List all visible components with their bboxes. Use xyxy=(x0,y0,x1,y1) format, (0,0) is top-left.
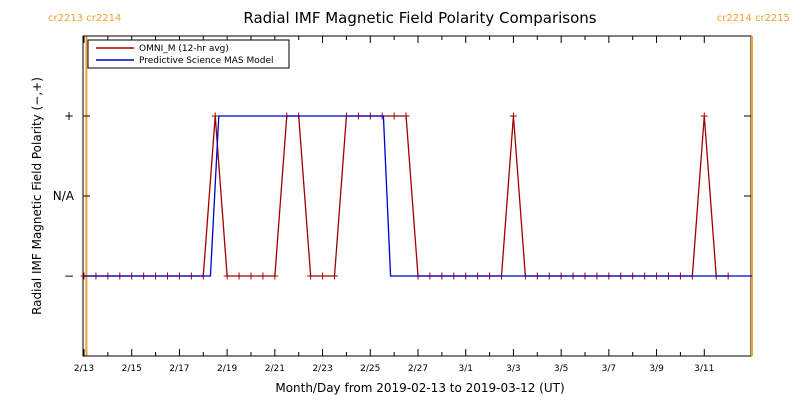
data-point-marker xyxy=(402,112,410,120)
legend-label-mas: Predictive Science MAS Model xyxy=(139,56,274,66)
x-tick-label: 2/23 xyxy=(312,364,332,374)
data-point-marker xyxy=(390,112,398,120)
series-line-0 xyxy=(84,115,729,277)
y-tick-label: − xyxy=(64,269,74,283)
cr-marker-lines xyxy=(85,36,753,356)
data-point-marker xyxy=(223,272,231,280)
series-layer xyxy=(80,112,752,280)
cr-right-label: cr2214 cr2215 xyxy=(717,13,790,24)
data-point-marker xyxy=(331,272,338,280)
x-tick-label: 3/9 xyxy=(649,364,664,374)
chart-title: Radial IMF Magnetic Field Polarity Compa… xyxy=(243,9,596,27)
data-point-marker xyxy=(319,272,327,280)
x-tick-label: 3/7 xyxy=(602,364,616,374)
series-line-1 xyxy=(84,115,752,277)
data-point-marker xyxy=(247,272,255,280)
data-point-marker xyxy=(259,272,267,280)
legend: OMNI_M (12-hr avg) Predictive Science MA… xyxy=(87,39,290,69)
x-tick-label: 2/21 xyxy=(265,364,285,374)
x-tick-label: 2/25 xyxy=(360,364,380,374)
plot-frame xyxy=(82,35,752,357)
x-tick-label: 3/11 xyxy=(694,364,714,374)
x-tick-label: 3/3 xyxy=(506,364,520,374)
x-tick-label: 2/19 xyxy=(217,364,237,374)
y-tick-label: + xyxy=(64,109,74,123)
data-point-marker xyxy=(700,112,708,120)
x-tick-label: 3/5 xyxy=(554,364,568,374)
data-point-marker xyxy=(307,272,315,280)
legend-box xyxy=(87,39,290,69)
x-tick-label: 2/17 xyxy=(169,364,189,374)
x-axis-ticks: 2/13 2/15 2/17 2/19 2/21 2/23 2/25 2/27 3/1 3/3 3/… xyxy=(74,36,714,374)
x-tick-label: 3/1 xyxy=(458,364,472,374)
y-tick-label: N/A xyxy=(53,189,75,203)
data-point-marker xyxy=(271,272,279,280)
y-axis-ticks: − N/A + xyxy=(53,35,751,357)
data-point-marker xyxy=(235,272,243,280)
x-tick-label: 2/15 xyxy=(122,364,142,374)
data-point-marker xyxy=(211,112,219,120)
cr-left-label: cr2213 cr2214 xyxy=(48,13,121,24)
x-tick-label: 2/27 xyxy=(408,364,428,374)
y-axis-label: Radial IMF Magnetic Field Polarity (−,+) xyxy=(30,77,44,315)
data-point-marker xyxy=(509,112,517,120)
x-axis-label: Month/Day from 2019-02-13 to 2019-03-12 … xyxy=(275,381,564,395)
legend-label-omni: OMNI_M (12-hr avg) xyxy=(139,44,229,54)
x-tick-label: 2/13 xyxy=(74,364,94,374)
